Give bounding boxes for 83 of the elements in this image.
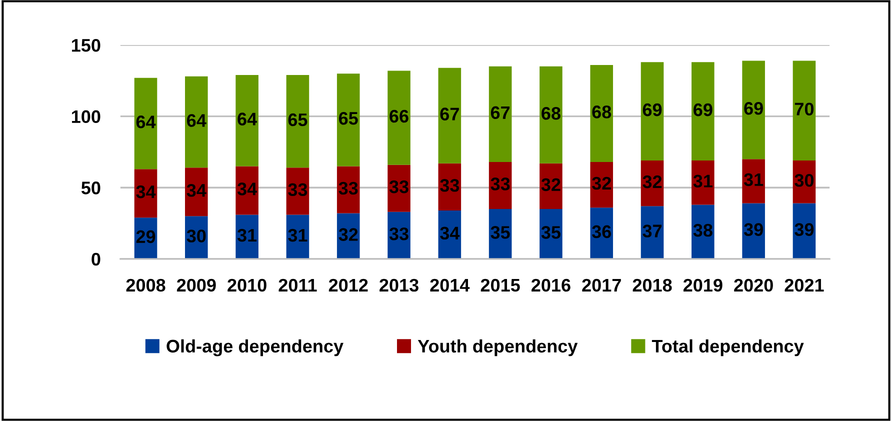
data-label: 38	[693, 224, 712, 237]
bar	[692, 62, 714, 161]
data-label: 34	[237, 182, 257, 196]
x-tick-label: 2014	[430, 278, 470, 292]
y-tick-label: 150	[72, 38, 100, 52]
x-tick-label: 2011	[278, 278, 317, 292]
bar	[185, 76, 208, 168]
bar	[388, 164, 410, 212]
data-label: 35	[541, 226, 561, 239]
y-tick-label: 50	[81, 182, 100, 194]
legend-label: Total dependency	[652, 339, 804, 356]
bar	[286, 74, 310, 168]
bar	[236, 166, 258, 215]
data-label: 32	[338, 228, 358, 241]
y-tick-label: 100	[72, 110, 100, 124]
data-label: 33	[389, 180, 408, 194]
data-label: 64	[136, 116, 156, 128]
data-label: 68	[542, 106, 560, 120]
bar	[742, 159, 765, 204]
data-label: 64	[187, 114, 206, 127]
x-tick-label: 2019	[683, 278, 722, 292]
bar	[742, 60, 765, 160]
bar	[236, 74, 258, 166]
data-label: 33	[389, 227, 408, 240]
legend-label: Old-age dependency	[166, 339, 344, 356]
data-label: 69	[642, 103, 662, 116]
data-label: 34	[136, 185, 156, 198]
data-label: 29	[136, 230, 156, 244]
data-label: 33	[338, 182, 358, 195]
data-label: 31	[288, 228, 308, 242]
data-label: 66	[390, 110, 408, 123]
data-label: 36	[592, 225, 612, 238]
data-label: 68	[592, 106, 612, 118]
data-label: 30	[794, 174, 814, 187]
x-tick-label: 2012	[328, 278, 368, 292]
data-label: 33	[288, 183, 308, 196]
data-label: 67	[440, 108, 459, 120]
bar	[540, 66, 562, 164]
data-label: 67	[490, 106, 510, 120]
x-tick-label: 2017	[582, 278, 621, 292]
bar	[388, 70, 410, 165]
bar	[488, 66, 512, 162]
x-tick-label: 2018	[632, 278, 672, 292]
data-label: 34	[186, 184, 206, 197]
data-label: 37	[642, 224, 662, 238]
data-label: 31	[693, 174, 712, 188]
x-tick-label: 2021	[784, 278, 824, 292]
data-label: 39	[794, 223, 814, 236]
data-label: 65	[288, 113, 308, 126]
data-label: 64	[238, 112, 257, 126]
bar	[590, 65, 614, 162]
x-tick-label: 2013	[380, 278, 418, 292]
data-label: 31	[237, 228, 257, 242]
data-label: 69	[744, 102, 763, 115]
bar	[692, 160, 714, 205]
data-label: 32	[642, 175, 662, 188]
data-label: 39	[744, 223, 763, 236]
bar	[336, 74, 360, 166]
legend-label: Youth dependency	[418, 339, 578, 356]
bar	[792, 60, 816, 161]
data-label: 32	[592, 176, 611, 190]
x-tick-label: 2016	[532, 278, 570, 292]
data-label: 35	[490, 226, 510, 239]
data-label: 32	[541, 178, 560, 192]
data-label: 34	[440, 226, 460, 240]
bar	[438, 68, 462, 164]
data-label: 30	[186, 230, 206, 242]
data-label: 33	[490, 178, 510, 190]
x-tick-label: 2010	[228, 278, 266, 292]
bar	[134, 78, 158, 170]
y-tick-label: 0	[92, 252, 100, 266]
bar	[336, 166, 360, 214]
x-tick-label: 2020	[734, 278, 773, 292]
data-label: 70	[794, 102, 814, 116]
x-tick-label: 2015	[480, 278, 520, 292]
data-label: 65	[338, 112, 358, 125]
data-label: 31	[744, 173, 764, 186]
data-label: 33	[440, 178, 460, 192]
bar	[640, 62, 664, 161]
data-label: 69	[694, 103, 712, 116]
x-tick-label: 2008	[126, 278, 166, 292]
x-tick-label: 2009	[176, 278, 216, 292]
bar	[185, 168, 208, 216]
